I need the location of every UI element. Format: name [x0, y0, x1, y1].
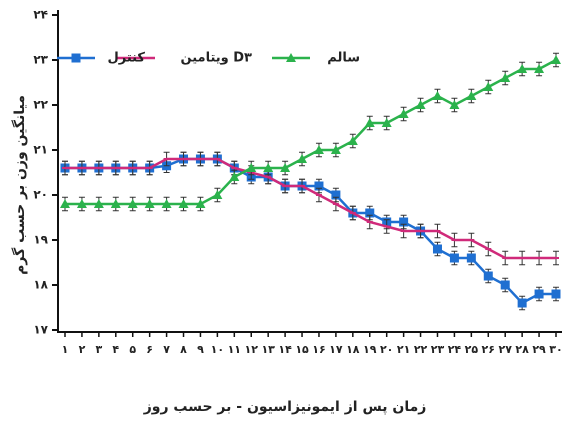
marker: [466, 91, 477, 100]
x-tick-label: ۱۹: [363, 343, 377, 356]
x-tick-label: ۳: [96, 343, 103, 356]
x-tick-label: ۷: [163, 343, 170, 356]
x-tick-label: ۲۹: [532, 343, 546, 356]
y-tick-label: ۱۷: [33, 323, 48, 337]
marker: [178, 199, 189, 208]
marker: [466, 253, 476, 263]
x-tick-label: ۳۰: [549, 343, 562, 356]
marker: [347, 136, 358, 145]
x-tick-label: ۱۳: [261, 343, 275, 356]
marker: [415, 100, 426, 109]
series-line: [65, 58, 557, 206]
marker: [161, 199, 172, 208]
x-tick-label: ۹: [197, 343, 204, 356]
marker: [263, 163, 274, 172]
marker: [60, 199, 70, 208]
x-tick-label: ۲: [79, 343, 86, 356]
x-tick-label: ۲۶: [482, 343, 495, 356]
marker: [93, 199, 104, 208]
marker: [297, 154, 308, 163]
marker: [144, 199, 155, 208]
x-tick-label: ۲۳: [431, 343, 445, 356]
y-tick-label: ۱۹: [33, 233, 48, 247]
x-tick-label: ۸: [180, 343, 187, 356]
x-axis-title: زمان پس از ایمونیزاسیون - بر حسب روز: [143, 399, 427, 415]
marker: [314, 181, 324, 191]
x-tick-label: ۲۷: [498, 343, 512, 356]
x-tick-label: ۲۵: [465, 343, 479, 356]
x-tick-label: ۱۴: [278, 343, 292, 356]
x-tick-label: ۲۲: [414, 343, 428, 356]
x-tick-label: ۲۸: [515, 343, 529, 356]
marker: [364, 118, 375, 127]
marker: [110, 199, 121, 208]
marker: [517, 298, 527, 308]
marker: [432, 244, 442, 254]
marker: [551, 55, 561, 64]
legend-label: کنترل: [107, 51, 145, 66]
marker: [534, 64, 545, 73]
marker: [365, 208, 375, 218]
y-tick-label: ۲۲: [33, 98, 48, 112]
marker: [280, 163, 291, 172]
x-tick-label: ۱۰: [211, 343, 224, 356]
marker: [330, 145, 341, 154]
marker: [449, 100, 460, 109]
x-tick-label: ۱۲: [245, 343, 259, 356]
marker: [399, 217, 409, 227]
y-tick-label: ۲۴: [33, 8, 48, 22]
x-tick-label: ۱۱: [228, 343, 241, 356]
marker: [246, 163, 257, 172]
y-axis-title: میانگین وزن بر حسب گرم: [11, 95, 28, 275]
marker: [331, 190, 341, 200]
series-line: [65, 157, 556, 260]
series-line: [65, 157, 556, 305]
x-tick-label: ۱۶: [312, 343, 325, 356]
marker: [500, 280, 510, 290]
marker: [449, 253, 459, 263]
x-tick-label: ۵: [129, 343, 136, 356]
x-tick-label: ۱۵: [295, 343, 309, 356]
marker: [286, 53, 296, 62]
marker: [381, 118, 392, 127]
marker: [212, 190, 223, 199]
marker: [127, 199, 138, 208]
y-tick-label: ۱۸: [33, 278, 48, 292]
x-tick-label: ۶: [146, 343, 153, 356]
marker: [76, 199, 87, 208]
x-tick-label: ۱۷: [329, 343, 343, 356]
x-tick-label: ۱: [62, 343, 69, 356]
x-tick-label: ۲۰: [380, 343, 393, 356]
marker: [534, 289, 544, 299]
marker: [500, 73, 511, 82]
x-tick-label: ۴: [112, 343, 119, 356]
marker: [71, 53, 81, 63]
marker: [195, 199, 206, 208]
marker: [398, 109, 409, 118]
marker: [551, 289, 561, 299]
y-tick-label: ۲۰: [33, 188, 48, 202]
marker: [432, 91, 443, 100]
legend-label: ویتامین D۳: [181, 51, 253, 66]
x-tick-label: ۱۸: [346, 343, 360, 356]
marker: [483, 82, 494, 91]
marker: [229, 172, 240, 181]
marker: [313, 145, 324, 154]
x-tick-label: ۲۱: [397, 343, 410, 356]
legend-label: سالم: [327, 51, 360, 66]
marker: [517, 64, 528, 73]
y-tick-label: ۲۳: [33, 53, 48, 67]
y-tick-label: ۲۱: [33, 143, 48, 157]
marker: [483, 271, 493, 281]
x-tick-label: ۲۴: [448, 343, 462, 356]
